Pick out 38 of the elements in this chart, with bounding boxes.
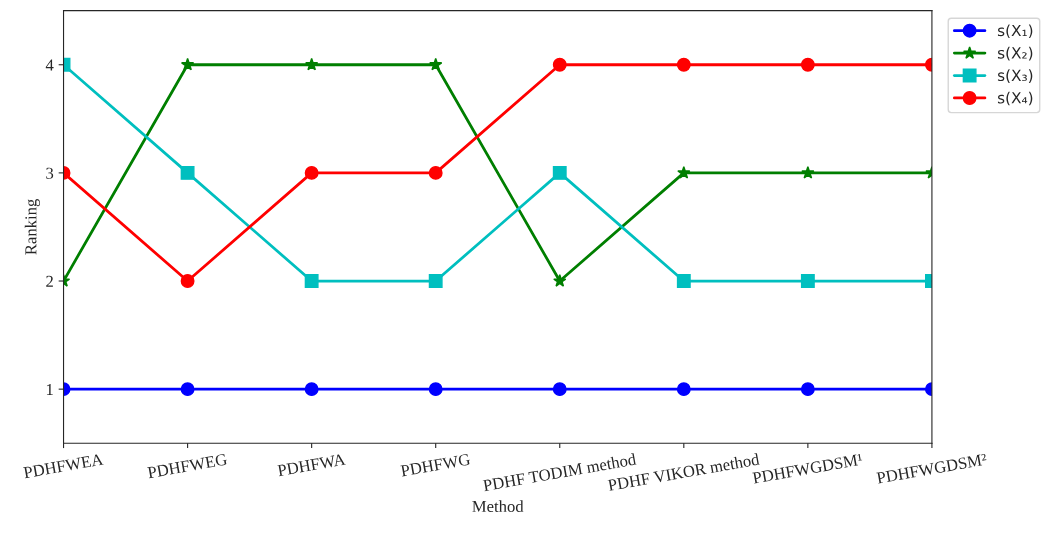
point [304,165,319,180]
y-tick-label: 4 [45,59,54,71]
y-axis-title: Ranking [24,199,40,255]
point [428,165,443,180]
point [180,57,195,71]
legend-label: s(X₄) [997,91,1033,106]
point [552,382,567,397]
y-tick-label: 3 [46,167,54,179]
x-tick-label: PDHFWG [400,453,471,477]
point [552,165,567,180]
point [428,274,443,288]
legend-label: s(X₁) [997,24,1033,39]
point [552,57,567,72]
point [304,274,319,288]
point [677,165,691,179]
y-tick-label: 1 [46,383,53,395]
point [305,57,319,71]
point [800,274,815,288]
point [180,165,195,180]
point [553,274,567,287]
x-tick-label: PDHFWEG [147,453,228,479]
point [676,57,691,72]
legend-label: s(X₃) [997,69,1033,83]
point [676,274,691,288]
point [304,382,319,397]
point [429,57,443,71]
y-tick-label: 2 [46,275,53,287]
x-axis-title: Method [472,500,524,513]
point [800,57,815,72]
point [676,382,691,397]
point [800,382,815,397]
legend-label: s(X₂) [997,46,1033,61]
point [180,382,195,397]
point [180,274,195,288]
x-tick-label: PDHFWEA [23,453,104,479]
point [428,382,443,397]
point [801,165,815,179]
x-tick-label: PDHFWA [277,453,347,477]
